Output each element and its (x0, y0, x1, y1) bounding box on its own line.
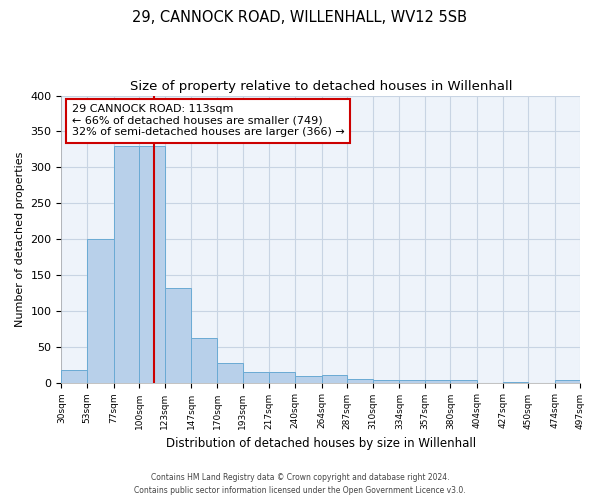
Bar (295, 376, 322, 382)
Bar (242, 372, 269, 382)
Bar (269, 372, 295, 382)
Bar (61, 370, 87, 382)
Text: 29 CANNOCK ROAD: 113sqm
← 66% of detached houses are smaller (749)
32% of semi-d: 29 CANNOCK ROAD: 113sqm ← 66% of detache… (72, 104, 344, 138)
Bar (113, 146, 139, 382)
Bar (400, 380, 425, 382)
Bar (451, 380, 477, 382)
Y-axis label: Number of detached properties: Number of detached properties (15, 152, 25, 327)
Title: Size of property relative to detached houses in Willenhall: Size of property relative to detached ho… (130, 80, 512, 93)
Bar (139, 146, 165, 382)
Text: Contains HM Land Registry data © Crown copyright and database right 2024.
Contai: Contains HM Land Registry data © Crown c… (134, 474, 466, 495)
Bar (373, 380, 400, 382)
Text: 29, CANNOCK ROAD, WILLENHALL, WV12 5SB: 29, CANNOCK ROAD, WILLENHALL, WV12 5SB (133, 10, 467, 25)
Bar (191, 338, 217, 382)
Bar (555, 380, 580, 382)
Bar (322, 376, 347, 382)
Bar (347, 379, 373, 382)
X-axis label: Distribution of detached houses by size in Willenhall: Distribution of detached houses by size … (166, 437, 476, 450)
Bar (217, 363, 242, 382)
Bar (87, 239, 113, 382)
Bar (165, 288, 191, 382)
Bar (425, 380, 451, 382)
